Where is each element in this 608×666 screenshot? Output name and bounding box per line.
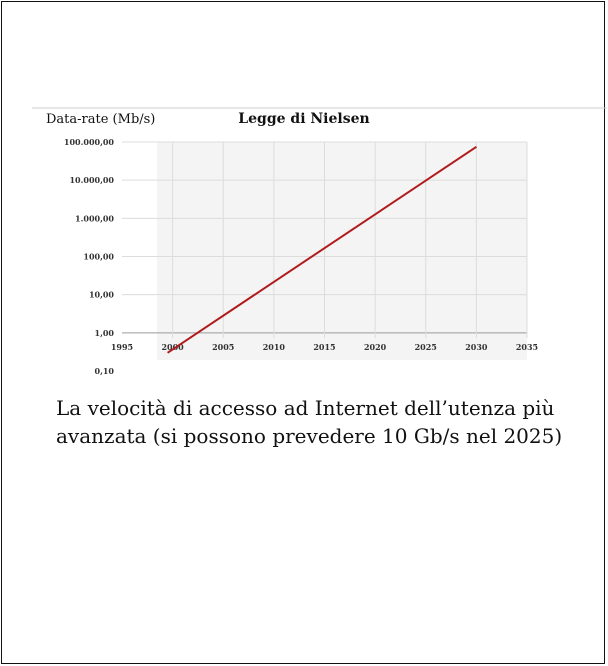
y-tick-label: 10.000,00 [69,175,114,185]
caption: La velocità di accesso ad Internet dell’… [56,396,563,448]
x-tick-label: 2000 [161,342,184,352]
x-tick-label: 1995 [111,342,133,352]
series [167,145,477,354]
y-tick-label: 10,00 [89,290,114,300]
x-tick-label: 2030 [465,342,488,352]
chart-title: Legge di Nielsen [238,111,369,127]
chart: Data-rate (Mb/s) Legge di Nielsen 100.00… [2,2,608,402]
x-tick-label: 2025 [415,342,437,352]
x-tick-label: 2035 [516,342,538,352]
series-line [167,145,477,354]
y-tick-label: 1,00 [95,328,115,338]
y-tick-label: 100,00 [83,252,114,262]
grid [122,141,528,338]
chart-svg: Data-rate (Mb/s) Legge di Nielsen 100.00… [32,107,607,376]
x-tick-label: 2005 [212,342,234,352]
tick-labels: 100.000,00 10.000,00 1.000,00 100,00 10,00 1,… [64,137,538,376]
plot-background [157,142,527,360]
x-tick-label: 2010 [263,342,286,352]
x-tick-label: 2020 [364,342,387,352]
y-tick-label: 1.000,00 [75,213,114,223]
y-axis-title: Data-rate (Mb/s) [46,112,155,127]
y-tick-label: 100.000,00 [64,137,115,147]
y-tick-label: 0,10 [95,366,115,376]
x-tick-label: 2015 [313,342,335,352]
